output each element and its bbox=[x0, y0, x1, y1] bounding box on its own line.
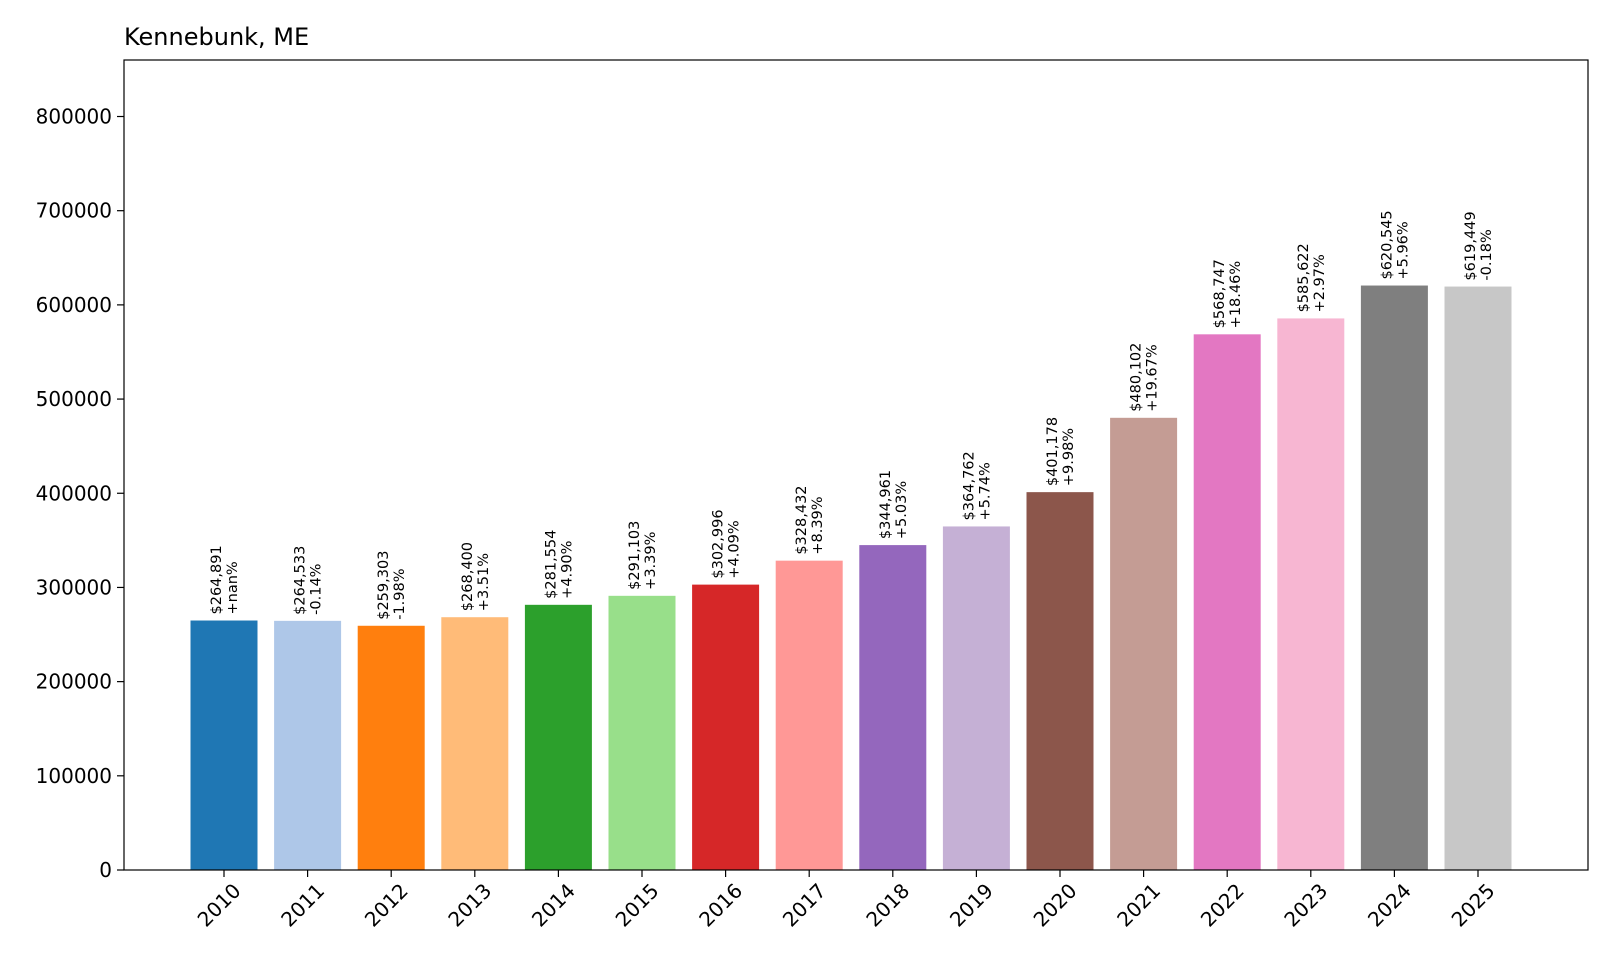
y-tick-label: 500000 bbox=[36, 387, 112, 411]
bar-value-label: $291,103 bbox=[627, 521, 643, 590]
bar-2011 bbox=[274, 620, 342, 870]
bar-change-label: +3.51% bbox=[476, 553, 492, 611]
bar-value-label: $568,747 bbox=[1212, 259, 1228, 328]
bar-change-label: +19.67% bbox=[1145, 344, 1161, 411]
y-tick-label: 800000 bbox=[36, 105, 112, 129]
bar-value-label: $619,449 bbox=[1463, 211, 1479, 280]
y-tick-label: 0 bbox=[99, 858, 112, 882]
x-tick-label: 2022 bbox=[1196, 879, 1249, 932]
bar-2015 bbox=[608, 595, 676, 870]
bar-change-label: +4.90% bbox=[559, 541, 575, 599]
x-tick-label: 2023 bbox=[1279, 879, 1332, 932]
bar-value-label: $281,554 bbox=[543, 530, 559, 599]
x-tick-label: 2011 bbox=[276, 879, 329, 932]
bar-change-label: +2.97% bbox=[1312, 254, 1328, 312]
bar-value-label: $264,891 bbox=[209, 545, 225, 614]
x-tick-label: 2025 bbox=[1447, 879, 1500, 932]
bar-2020 bbox=[1026, 492, 1094, 870]
bar-change-label: -1.98% bbox=[392, 568, 408, 619]
bar-change-label: +5.96% bbox=[1395, 221, 1411, 279]
bar-value-label: $302,996 bbox=[711, 509, 727, 578]
bar-change-label: +8.39% bbox=[810, 496, 826, 554]
x-tick-label: 2024 bbox=[1363, 879, 1416, 932]
bar-2017 bbox=[775, 560, 843, 870]
bar-change-label: +nan% bbox=[225, 561, 241, 614]
bar-2018 bbox=[859, 545, 927, 870]
x-tick-label: 2013 bbox=[443, 879, 496, 932]
x-tick-label: 2017 bbox=[778, 879, 831, 932]
y-tick-label: 600000 bbox=[36, 293, 112, 317]
bar-value-label: $620,545 bbox=[1379, 210, 1395, 279]
bar-change-label: +3.39% bbox=[643, 532, 659, 590]
x-tick-label: 2019 bbox=[945, 879, 998, 932]
bar-2024 bbox=[1360, 285, 1428, 870]
y-tick-label: 200000 bbox=[36, 670, 112, 694]
bar-change-label: -0.18% bbox=[1479, 229, 1495, 280]
bar-value-label: $264,533 bbox=[293, 546, 309, 615]
bar-change-label: +4.09% bbox=[727, 520, 743, 578]
bar-labels-group: $264,891 +nan% $264,533 -0.14% $259,303 -1.98… bbox=[209, 210, 1495, 619]
y-axis: 0 100000 200000 300000 400000 500000 600000 700… bbox=[36, 105, 124, 882]
bar-change-label: +18.46% bbox=[1228, 261, 1244, 328]
bar-2014 bbox=[524, 604, 592, 870]
bar-value-label: $328,432 bbox=[794, 485, 810, 554]
bar-value-label: $364,762 bbox=[961, 451, 977, 520]
x-tick-label: 2010 bbox=[193, 879, 246, 932]
x-tick-label: 2012 bbox=[360, 879, 413, 932]
y-tick-label: 700000 bbox=[36, 199, 112, 223]
bar-value-label: $480,102 bbox=[1129, 343, 1145, 412]
bar-2010 bbox=[190, 620, 258, 870]
bar-value-label: $401,178 bbox=[1045, 417, 1061, 486]
bar-2016 bbox=[692, 584, 760, 870]
x-axis: 2010 2011 2012 2013 2014 2015 2016 2017 2018 2019… bbox=[193, 870, 1500, 932]
bar-2022 bbox=[1193, 334, 1261, 870]
bar-change-label: +5.74% bbox=[977, 462, 993, 520]
bar-value-label: $585,622 bbox=[1296, 243, 1312, 312]
bar-value-label: $344,961 bbox=[878, 470, 894, 539]
bar-2021 bbox=[1110, 417, 1178, 870]
bar-2023 bbox=[1277, 318, 1345, 870]
chart-title: Kennebunk, ME bbox=[124, 23, 309, 51]
y-tick-label: 300000 bbox=[36, 575, 112, 599]
bar-2025 bbox=[1444, 286, 1512, 870]
bar-2019 bbox=[942, 526, 1010, 870]
bar-2012 bbox=[357, 625, 425, 870]
x-tick-label: 2018 bbox=[861, 879, 914, 932]
bar-change-label: +9.98% bbox=[1061, 428, 1077, 486]
bar-2013 bbox=[441, 617, 509, 870]
bars-group bbox=[190, 285, 1512, 870]
y-tick-label: 100000 bbox=[36, 764, 112, 788]
x-tick-label: 2021 bbox=[1112, 879, 1165, 932]
x-tick-label: 2020 bbox=[1029, 879, 1082, 932]
y-tick-label: 400000 bbox=[36, 481, 112, 505]
x-tick-label: 2015 bbox=[611, 879, 664, 932]
plot-frame bbox=[123, 59, 1589, 871]
bar-value-label: $268,400 bbox=[460, 542, 476, 611]
bar-change-label: +5.03% bbox=[894, 481, 910, 539]
x-tick-label: 2016 bbox=[694, 879, 747, 932]
bar-change-label: -0.14% bbox=[309, 564, 325, 615]
bar-value-label: $259,303 bbox=[376, 551, 392, 620]
x-tick-label: 2014 bbox=[527, 879, 580, 932]
